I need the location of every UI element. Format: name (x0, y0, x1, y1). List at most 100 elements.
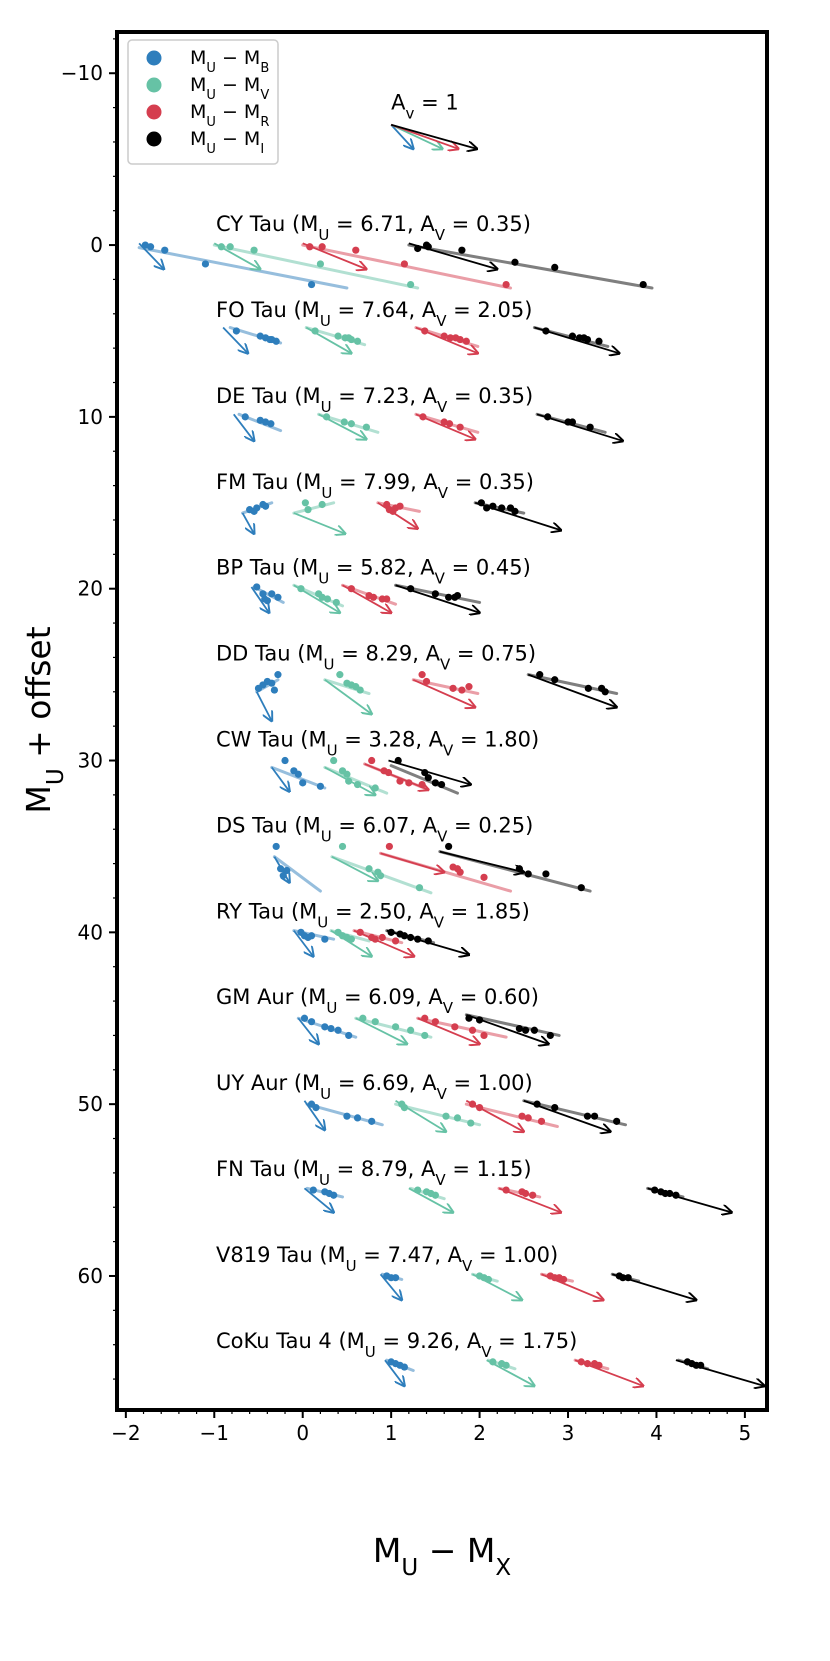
fm-tau-b-reddening-arrow (241, 512, 254, 534)
coku-tau-4-b-point (400, 1363, 409, 1371)
cw-tau-b-reddening-arrow (271, 766, 290, 791)
fo-tau-r-point (446, 334, 455, 342)
uy-aur-r-point (537, 1117, 546, 1125)
gm-aur-r-point (480, 1031, 488, 1040)
uy-aur-b-point (312, 1103, 320, 1112)
cy-tau-b-point (147, 243, 155, 251)
y-tick-label: 40 (78, 920, 103, 944)
cy-tau-i-point (424, 243, 432, 251)
de-tau-b-point (267, 420, 275, 428)
ds-tau-i-point (577, 884, 585, 892)
fn-tau-i-point (672, 1191, 680, 1199)
dd-tau-r-point (465, 683, 473, 691)
ds-tau-b-fit-line (272, 855, 322, 893)
bp-tau-v-point (323, 595, 332, 603)
dd-tau-r-point (422, 677, 431, 686)
ds-tau-b-point (272, 842, 280, 851)
ry-tau-r-reddening-arrow (353, 929, 414, 957)
fn-tau-b-point (309, 1186, 317, 1194)
bp-tau-r-point (347, 585, 355, 593)
cy-tau-v-point (217, 243, 225, 251)
ry-tau-i-point (414, 935, 422, 943)
dd-tau-i-point (601, 688, 609, 696)
fo-tau-i-point (595, 337, 603, 345)
bp-tau-i-point (431, 590, 439, 598)
de-tau-r-point (445, 420, 454, 428)
de-tau-r-point (419, 413, 427, 421)
legend-label-r: MU − MR (190, 101, 269, 130)
de-tau-b-point (241, 413, 249, 421)
fn-tau-v-point (414, 1186, 422, 1194)
ds-tau-i-point (542, 870, 550, 878)
bp-tau-r-point (383, 595, 391, 603)
dd-tau-i-point (584, 684, 592, 692)
coku-tau-4-v-point (489, 1358, 497, 1366)
de-tau-r-point (456, 423, 464, 431)
cy-tau-i-reddening-arrow (408, 242, 497, 269)
y-tick-label: 20 (78, 577, 103, 601)
fn-tau-v-point (431, 1191, 439, 1199)
cy-tau-r-point (306, 243, 314, 251)
cw-tau-v-point (343, 770, 351, 778)
fn-tau-r-point (521, 1189, 530, 1198)
y-tick-label: 30 (78, 749, 103, 773)
fo-tau-r-point (462, 337, 470, 345)
fm-tau-label: FM Tau (MU = 7.99, AV = 0.35) (216, 470, 534, 502)
de-tau-v-point (362, 423, 370, 431)
de-tau-v-point (340, 418, 348, 426)
bp-tau-b-reddening-arrow (250, 586, 269, 613)
ds-tau-v-point (415, 884, 424, 892)
v819-tau-b-point (391, 1274, 400, 1282)
gm-aur-v-point (407, 1026, 415, 1034)
y-tick-label: 50 (78, 1092, 103, 1116)
cw-tau-v-point (353, 780, 362, 789)
ry-tau-r-point (378, 933, 386, 942)
cy-tau-i-fit-line (407, 243, 654, 290)
legend-label-b: MU − MB (190, 47, 269, 76)
cw-tau-r-point (405, 779, 413, 787)
uy-aur-b-reddening-arrow (303, 1100, 324, 1130)
ds-tau-label: DS Tau (MU = 6.07, AV = 0.25) (216, 813, 533, 845)
ds-tau-b-point (279, 872, 287, 880)
uy-aur-i-point (583, 1112, 592, 1120)
fo-tau-v-point (347, 335, 355, 344)
fo-tau-v-point (334, 332, 342, 340)
ry-tau-i-point (407, 933, 415, 942)
de-tau-label: DE Tau (MU = 7.23, AV = 0.35) (216, 384, 533, 416)
cy-tau-i-point (458, 246, 466, 254)
bp-tau-b-point (263, 597, 271, 605)
cy-tau-v-point (407, 280, 415, 289)
cy-tau-r-point (502, 280, 510, 289)
fo-tau-b-point (232, 327, 240, 335)
gm-aur-v-point (371, 1018, 379, 1026)
fo-tau-label: FO Tau (MU = 7.64, AV = 2.05) (216, 298, 532, 330)
fo-tau-b-reddening-arrow (222, 326, 248, 354)
cw-tau-label: CW Tau (MU = 3.28, AV = 1.80) (216, 728, 539, 760)
cy-tau-i-point (414, 244, 422, 253)
cw-tau-r-reddening-arrow (364, 763, 429, 790)
ds-tau-i-point (515, 865, 523, 873)
x-tick-label: −1 (200, 1421, 229, 1445)
cw-tau-b-point (299, 779, 307, 787)
fn-tau-i-point (651, 1186, 659, 1194)
dd-tau-b-reddening-arrow (255, 691, 272, 721)
x-tick-label: 1 (385, 1421, 398, 1445)
fm-tau-i-point (489, 502, 497, 510)
v819-tau-i-point (624, 1274, 632, 1282)
uy-aur-r-point (468, 1100, 477, 1108)
x-tick-label: 2 (473, 1421, 486, 1445)
ds-tau-i-reddening-arrow (439, 850, 524, 873)
v819-tau-i-point (619, 1274, 627, 1282)
plot-area: CY Tau (MU = 6.71, AV = 0.35) FO Tau (MU … (137, 90, 764, 1386)
cw-tau-r-point (418, 780, 426, 789)
gm-aur-b-point (307, 1018, 316, 1026)
fn-tau-b-point (330, 1191, 338, 1199)
fm-tau-i-point (477, 499, 485, 507)
fm-tau-v-point (304, 506, 312, 514)
coku-tau-4-v-point (502, 1361, 510, 1369)
dd-tau-r-point (458, 686, 466, 694)
y-tick-label: 60 (78, 1264, 103, 1288)
de-tau-i-point (544, 413, 552, 421)
fm-tau-v-point (301, 499, 309, 507)
